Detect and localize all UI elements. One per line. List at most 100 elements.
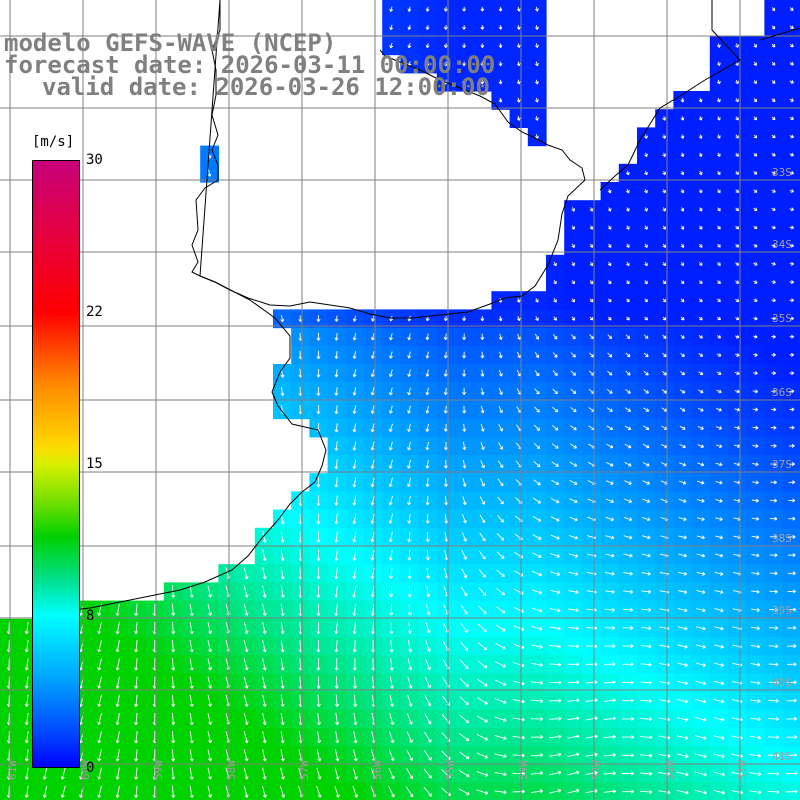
wind-arrow [623,589,633,594]
wind-arrow [715,444,723,449]
wind-arrow [771,298,776,303]
wind-arrow [789,280,795,285]
wind-arrow [624,480,632,485]
wind-arrow [479,496,486,505]
wind-arrow [695,735,707,740]
wind-arrow [680,280,685,285]
wind-arrow [604,571,615,576]
wind-arrow [585,680,598,685]
wind-arrow [606,388,613,394]
wind-arrow [735,225,740,230]
wind-arrow [353,694,358,707]
wind-arrow [443,61,448,67]
wind-arrow [388,369,393,378]
wind-arrow [516,351,521,359]
wind-arrow [498,43,503,48]
wind-arrow [115,676,120,689]
wind-arrow [462,25,467,30]
wind-arrow [679,389,686,394]
wind-arrow [262,731,267,744]
wind-arrow [570,352,576,358]
wind-arrow [498,333,503,341]
wind-arrow [789,316,795,321]
wind-arrow [498,406,503,414]
wind-arrow [115,694,120,707]
wind-arrow [388,495,393,506]
wind-arrow [568,571,579,576]
wind-arrow [335,731,340,744]
wind-arrow [695,626,706,631]
wind-arrow [567,788,580,794]
wind-arrow [680,371,686,376]
wind-arrow [461,568,468,579]
wind-arrow [640,771,653,776]
wind-arrow [316,386,321,396]
wind-arrow [771,189,776,193]
longitude-label: 60W [79,760,92,780]
wind-arrow [625,389,631,394]
wind-arrow [189,676,194,689]
wind-arrow [115,658,120,671]
wind-arrow [585,698,598,703]
wind-arrow [262,658,267,671]
coastline [39,0,800,615]
wind-arrow [279,785,286,798]
wind-arrow [696,571,706,576]
wind-arrow [534,79,539,85]
wind-arrow [207,622,213,635]
wind-arrow [497,478,504,487]
wind-arrow [498,316,503,322]
wind-speed-cell [782,18,800,37]
wind-arrow [589,261,594,267]
wind-arrow [352,567,357,580]
wind-arrow [786,716,798,721]
wind-arrow [316,549,321,562]
wind-arrow [352,315,357,322]
wind-arrow [552,388,558,395]
wind-arrow [607,207,612,212]
wind-arrow [603,752,616,757]
wind-arrow [641,535,651,540]
wind-arrow [716,353,722,357]
wind-arrow [625,170,630,176]
wind-arrow [716,97,721,103]
wind-arrow [134,621,139,635]
model-title: modelo GEFS-WAVE (NCEP) [4,29,337,57]
wind-arrow [425,351,430,359]
wind-arrow [752,480,759,485]
wind-arrow [715,480,723,485]
wind-arrow [334,495,339,506]
wind-arrow [567,698,580,703]
wind-arrow [24,621,29,635]
wind-arrow [640,680,652,685]
wind-arrow [189,585,194,598]
wind-arrow [641,553,651,558]
wind-arrow [406,731,413,743]
wind-arrow [115,603,120,616]
wind-arrow [771,116,776,121]
wind-arrow [97,749,102,762]
wind-arrow [735,334,740,339]
wind-arrow [749,735,761,740]
wind-arrow [531,589,543,595]
wind-arrow [316,350,321,360]
wind-arrow [480,316,485,322]
wind-arrow [644,207,648,212]
wind-arrow [789,98,794,102]
wind-arrow [622,662,634,667]
wind-arrow [678,535,687,540]
wind-arrow [787,625,797,630]
wind-arrow [714,626,724,631]
wind-arrow [626,225,630,230]
wind-arrow [352,767,358,780]
wind-arrow [714,535,724,540]
wind-arrow [24,676,29,689]
latitude-label: 39S [772,604,792,617]
wind-arrow [262,676,267,689]
wind-arrow [715,517,723,522]
wind-arrow [262,694,267,707]
wind-arrow [607,261,612,267]
wind-arrow [370,549,375,561]
wind-arrow [753,352,758,357]
wind-arrow [495,606,506,614]
